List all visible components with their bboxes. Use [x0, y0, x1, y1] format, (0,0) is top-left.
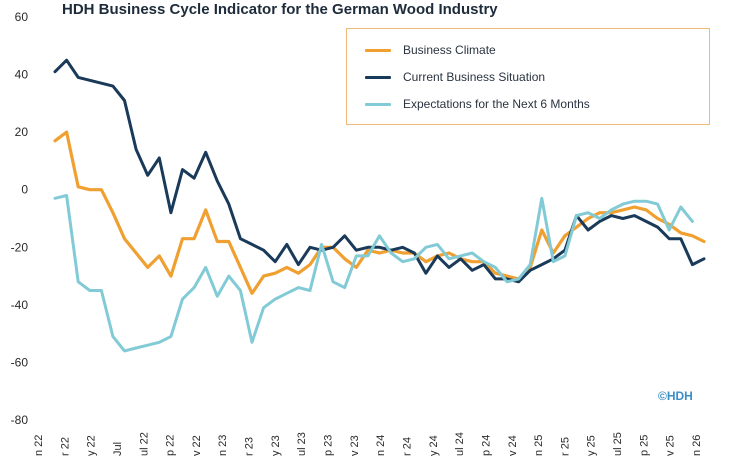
- legend-label: Expectations for the Next 6 Months: [403, 97, 590, 111]
- x-tick-label: r 24: [401, 437, 413, 456]
- legend-swatch-expectations: [365, 102, 391, 106]
- x-tick-label: v 24: [507, 435, 519, 456]
- legend-item-current-business-situation: Current Business Situation: [365, 69, 545, 85]
- x-tick-label: p 22: [165, 435, 177, 456]
- copyright-label: ©HDH: [658, 389, 693, 403]
- series-line-expectations-for-the-next-6-months: [53, 194, 694, 353]
- x-tick-label: v 23: [349, 435, 361, 456]
- x-tick-label: n 24: [375, 435, 387, 456]
- x-tick-label: p 23: [323, 435, 335, 456]
- y-tick-label: 20: [15, 125, 29, 139]
- series-line-business-climate: [53, 130, 706, 295]
- x-tick-label: y 24: [428, 435, 440, 456]
- y-axis: 60 40 20 0 -20 -40 -60 -80: [11, 10, 29, 427]
- x-tick-label: Jul: [112, 442, 124, 456]
- x-tick-label: n 23: [217, 435, 229, 456]
- x-tick-label: n 26: [691, 435, 703, 456]
- y-tick-label: -80: [11, 413, 29, 427]
- x-tick-label: y 25: [586, 435, 598, 456]
- x-tick-label: ul 24: [454, 432, 466, 456]
- legend-swatch-business-climate: [365, 48, 391, 52]
- y-tick-label: 0: [21, 183, 28, 197]
- x-tick-label: p 24: [480, 435, 492, 456]
- series-line-current-business-situation: [53, 58, 706, 284]
- x-tick-label: r 23: [244, 437, 256, 456]
- legend-label: Business Climate: [403, 43, 496, 57]
- series-layer: [53, 58, 706, 353]
- x-axis: n 22 r 22 y 22 Jul ul 22 p 22 v 22 n 23 r 23 y 23…: [33, 432, 703, 456]
- y-tick-label: -40: [11, 298, 29, 312]
- y-tick-label: 40: [15, 68, 29, 82]
- x-tick-label: n 25: [533, 435, 545, 456]
- legend: Business Climate Current Business Situat…: [346, 28, 710, 125]
- x-tick-label: r 22: [59, 437, 71, 456]
- x-tick-label: ul 22: [138, 432, 150, 456]
- x-tick-label: ul 23: [296, 432, 308, 456]
- legend-item-expectations: Expectations for the Next 6 Months: [365, 96, 590, 112]
- legend-swatch-current-business-situation: [365, 75, 391, 79]
- x-tick-label: y 22: [86, 435, 98, 456]
- y-tick-label: -20: [11, 240, 29, 254]
- legend-label: Current Business Situation: [403, 70, 546, 84]
- x-tick-label: r 25: [559, 437, 571, 456]
- x-tick-label: v 25: [665, 435, 677, 456]
- y-tick-label: -60: [11, 355, 29, 369]
- x-tick-label: v 22: [191, 435, 203, 456]
- legend-item-business-climate: Business Climate: [365, 42, 496, 58]
- x-tick-label: y 23: [270, 435, 282, 456]
- x-tick-label: ul 25: [612, 432, 624, 456]
- x-tick-label: p 25: [638, 435, 650, 456]
- y-tick-label: 60: [15, 10, 29, 24]
- chart-title: HDH Business Cycle Indicator for the Ger…: [62, 1, 498, 18]
- x-tick-label: n 22: [33, 435, 45, 456]
